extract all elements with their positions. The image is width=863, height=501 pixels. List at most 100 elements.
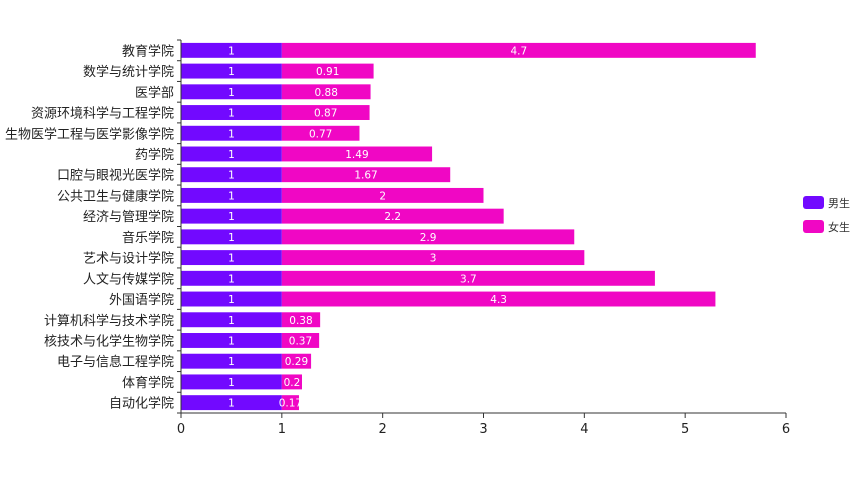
bars-group: 1 4.7 1 0.91 1 0.88 1 0.87 1 0.77 1 1.49 1 1.67 1 2 1 2.2… <box>181 42 756 411</box>
bar-female-14 <box>281 333 320 348</box>
bar-value-label: 0.88 <box>315 87 338 99</box>
bar-male-8 <box>181 208 282 224</box>
bar-value-label: 1.67 <box>354 170 377 182</box>
category-label: 公共卫生与健康学院 <box>57 188 174 204</box>
bar-male-2 <box>181 84 282 100</box>
category-label: 艺术与设计学院 <box>83 251 174 267</box>
bar-male-1 <box>181 63 282 79</box>
category-label: 人文与传媒学院 <box>83 271 174 287</box>
category-labels: 教育学院数学与统计学院医学部资源环境科学与工程学院生物医学工程与医学影像学院药学… <box>5 43 174 411</box>
bar-value-label: 1 <box>228 108 235 120</box>
bar-female-6 <box>281 167 451 183</box>
bar-value-label: 0.2 <box>284 377 301 389</box>
bar-value-label: 1 <box>228 232 235 244</box>
bar-female-8 <box>281 208 504 224</box>
bar-value-label: 1 <box>228 45 235 57</box>
x-tick-label: 0 <box>177 422 185 437</box>
bar-male-3 <box>181 105 282 120</box>
bar-value-label: 1 <box>228 315 235 327</box>
category-label: 资源环境科学与工程学院 <box>31 106 174 122</box>
bar-value-label: 1 <box>228 398 235 410</box>
bar-value-label: 1 <box>228 211 235 223</box>
legend-swatch-male[interactable] <box>803 196 824 209</box>
x-tick-label: 6 <box>782 422 790 437</box>
bar-male-4 <box>181 125 282 141</box>
bar-female-15 <box>281 353 312 369</box>
bar-female-13 <box>281 312 321 328</box>
bar-value-label: 1 <box>228 335 235 347</box>
bar-male-11 <box>181 270 282 286</box>
legend-swatch-female[interactable] <box>803 220 824 233</box>
bar-value-label: 3.7 <box>460 273 477 285</box>
category-label: 经济与管理学院 <box>83 209 174 225</box>
legend-label-male[interactable]: 男生 <box>828 196 850 210</box>
bar-value-label: 1 <box>228 66 235 78</box>
category-label: 体育学院 <box>122 375 174 391</box>
category-label: 电子与信息工程学院 <box>57 354 174 370</box>
category-label: 生物医学工程与医学影像学院 <box>5 126 174 142</box>
bar-value-label: 1 <box>228 377 235 389</box>
bar-value-label: 0.38 <box>289 315 312 327</box>
bar-value-label: 1 <box>228 87 235 99</box>
x-tick-label: 2 <box>379 422 387 437</box>
bar-value-label: 0.17 <box>279 398 302 410</box>
bar-value-label: 2 <box>379 190 386 202</box>
bar-male-14 <box>181 333 282 348</box>
x-tick-label: 3 <box>479 422 487 437</box>
bar-male-10 <box>181 250 282 266</box>
axes-group: 0 1 2 3 4 5 6 <box>177 39 790 437</box>
bar-value-label: 4.3 <box>490 294 507 306</box>
bar-female-11 <box>281 270 655 286</box>
bar-value-label: 1 <box>228 273 235 285</box>
bar-value-label: 1 <box>228 190 235 202</box>
bar-male-9 <box>181 229 282 245</box>
category-label: 音乐学院 <box>122 230 174 246</box>
bar-male-13 <box>181 312 282 328</box>
bar-value-label: 2.2 <box>384 211 401 223</box>
category-label: 自动化学院 <box>109 396 174 412</box>
bar-value-label: 1.49 <box>345 149 368 161</box>
bar-male-5 <box>181 146 282 162</box>
bar-female-1 <box>281 63 374 79</box>
bar-male-7 <box>181 187 282 203</box>
bar-female-16 <box>281 374 302 390</box>
category-label: 数学与统计学院 <box>83 64 174 80</box>
bar-value-label: 1 <box>228 170 235 182</box>
category-label: 计算机科学与技术学院 <box>44 313 174 329</box>
bar-value-label: 3 <box>430 253 437 265</box>
bar-value-label: 1 <box>228 356 235 368</box>
category-label: 外国语学院 <box>109 292 174 308</box>
category-label: 核技术与化学生物学院 <box>44 333 174 349</box>
category-label: 药学院 <box>135 147 174 163</box>
bar-value-label: 1 <box>228 294 235 306</box>
bar-female-7 <box>281 187 484 203</box>
bar-female-0 <box>281 42 756 58</box>
bar-female-17 <box>281 395 299 411</box>
bar-value-label: 1 <box>228 149 235 161</box>
bar-male-0 <box>181 42 282 58</box>
x-tick-label: 4 <box>580 422 588 437</box>
bar-value-label: 1 <box>228 128 235 140</box>
bar-female-10 <box>281 250 585 266</box>
bar-value-label: 0.37 <box>289 335 312 347</box>
bar-value-label: 0.91 <box>316 66 339 78</box>
bar-value-label: 0.29 <box>285 356 308 368</box>
bar-female-2 <box>281 84 371 100</box>
bar-value-label: 4.7 <box>510 45 527 57</box>
bar-female-5 <box>281 146 433 162</box>
bar-value-label: 2.9 <box>420 232 437 244</box>
bar-female-4 <box>281 125 360 141</box>
bar-male-16 <box>181 374 282 390</box>
category-label: 教育学院 <box>122 43 174 59</box>
bar-value-label: 0.87 <box>314 108 337 120</box>
bar-female-12 <box>281 291 716 307</box>
legend-label-female[interactable]: 女生 <box>828 220 850 234</box>
bar-female-3 <box>281 105 370 120</box>
bar-value-label: 0.77 <box>309 128 332 140</box>
bar-male-17 <box>181 395 282 411</box>
category-label: 医学部 <box>135 85 174 101</box>
x-tick-label: 5 <box>681 422 689 437</box>
bar-male-15 <box>181 353 282 369</box>
